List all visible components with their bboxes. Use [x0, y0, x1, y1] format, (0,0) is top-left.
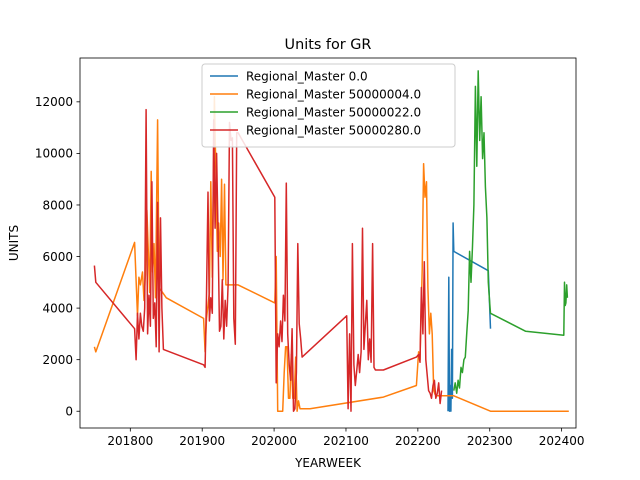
series-line-0	[447, 222, 492, 412]
legend-box	[201, 63, 456, 148]
y-tick-label: 12000	[35, 95, 73, 109]
x-tick-label: 202300	[467, 434, 513, 448]
y-axis-label: UNITS	[7, 225, 21, 261]
x-tick-label: 202000	[251, 434, 297, 448]
series-layer	[93, 70, 569, 412]
x-axis: 201800 201900 202000 202100 202200 202300 2024…	[107, 428, 585, 448]
x-tick-label: 201900	[179, 434, 225, 448]
x-tick-label: 202100	[323, 434, 369, 448]
y-tick-label: 6000	[42, 250, 73, 264]
y-tick-label: 10000	[35, 147, 73, 161]
chart-title: Units for GR	[285, 37, 372, 53]
y-tick-label: 2000	[42, 353, 73, 367]
x-axis-label: YEARWEEK	[294, 456, 362, 470]
x-tick-label: 202400	[539, 434, 585, 448]
legend: Regional_Master 0.0 Regional_Master 50000…	[201, 63, 456, 148]
y-tick-label: 4000	[42, 301, 73, 315]
plot-frame	[79, 57, 577, 429]
series-line-3	[93, 108, 443, 412]
x-tick-label: 202200	[395, 434, 441, 448]
legend-label-0: Regional_Master 0.0	[246, 69, 368, 83]
legend-label-1: Regional_Master 50000004.0	[246, 87, 421, 101]
y-tick-label: 8000	[42, 198, 73, 212]
series-line-1	[93, 95, 569, 412]
legend-label-3: Regional_Master 50000280.0	[246, 123, 421, 137]
legend-label-2: Regional_Master 50000022.0	[246, 105, 421, 119]
y-tick-label: 0	[65, 405, 73, 419]
y-axis: 0 2000 4000 6000 8000 10000 12000	[35, 95, 80, 419]
x-tick-label: 201800	[107, 434, 153, 448]
series-line-2	[453, 70, 569, 394]
